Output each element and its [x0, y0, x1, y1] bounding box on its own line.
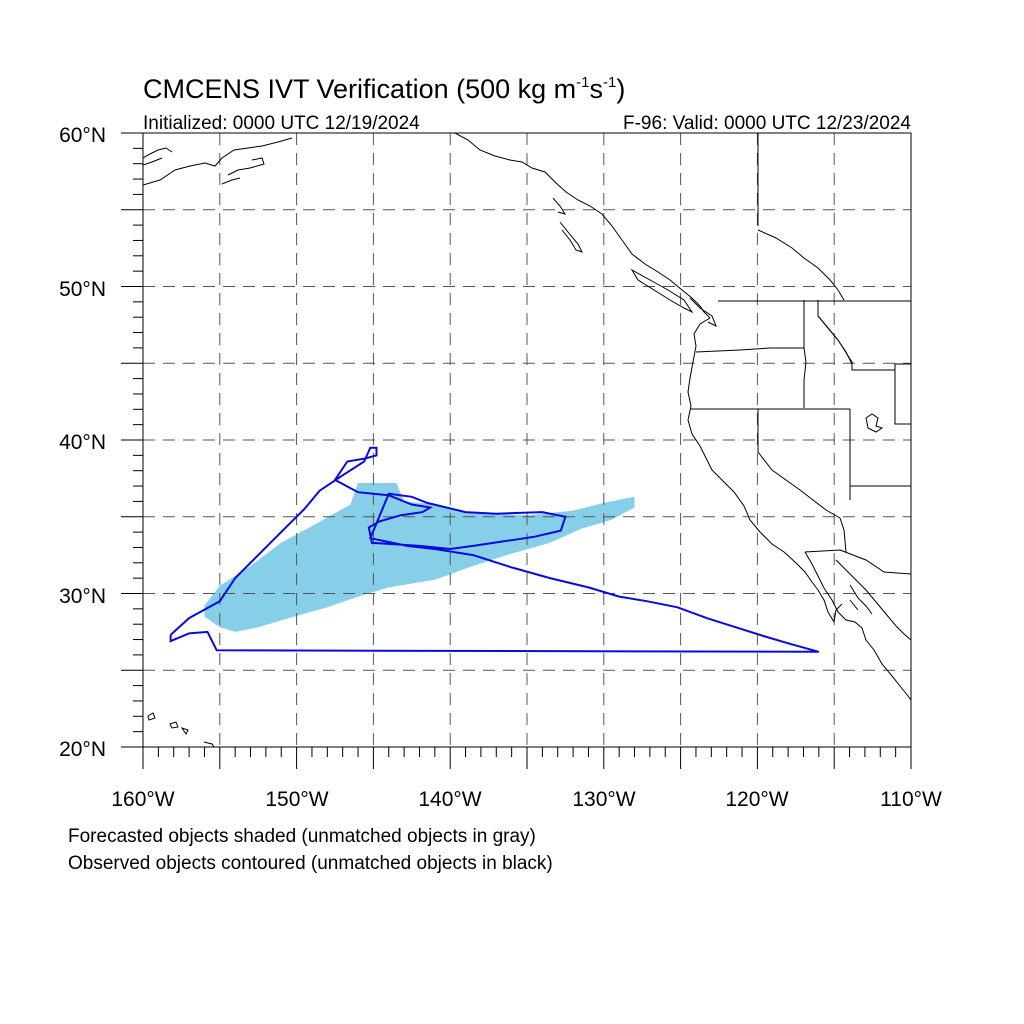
legend-observed-note: Observed objects contoured (unmatched ob… [68, 853, 553, 874]
lon-label-150w: 150°W [265, 788, 328, 811]
legend-forecast-note: Forecasted objects shaded (unmatched obj… [68, 826, 536, 847]
us-mexico-border [804, 549, 911, 575]
bc-islands [552, 197, 717, 328]
oregon-idaho-border [803, 347, 807, 408]
map-area [143, 133, 911, 747]
alaska-panhandle-bc-coast [454, 133, 711, 319]
initialized-time: Initialized: 0000 UTC 12/19/2024 [143, 113, 420, 134]
lat-label-30n: 30°N [59, 585, 106, 608]
california-nevada-border [757, 409, 841, 519]
lat-label-50n: 50°N [59, 278, 106, 301]
graticule [143, 133, 911, 747]
figure-title: CMCENS IVT Verification (500 kg m-1s-1) [143, 74, 625, 104]
lon-label-130w: 130°W [572, 788, 635, 811]
lon-label-140w: 140°W [418, 788, 481, 811]
observed-object-contour [169, 446, 820, 653]
lat-label-40n: 40°N [59, 431, 106, 454]
arizona-boundary [839, 517, 847, 553]
us-west-coast [687, 317, 835, 623]
great-salt-lake [865, 413, 884, 433]
lat-label-60n: 60°N [59, 124, 106, 147]
axis-ticks [121, 132, 912, 769]
mexico-mainland-coast [835, 559, 911, 641]
lat-label-20n: 20°N [59, 738, 106, 761]
political-boundaries [691, 133, 911, 575]
valid-time: F-96: Valid: 0000 UTC 12/23/2024 [623, 113, 911, 134]
lon-label-160w: 160°W [111, 788, 174, 811]
idaho-montana [817, 300, 911, 425]
lon-label-110w: 110°W [880, 788, 942, 811]
lon-label-120w: 120°W [725, 788, 788, 811]
washington-oregon-border [695, 300, 805, 353]
hawaii-islands [147, 712, 215, 747]
coastlines [143, 133, 911, 747]
alaska-coastline [143, 137, 293, 186]
baja-peninsula [804, 551, 911, 701]
